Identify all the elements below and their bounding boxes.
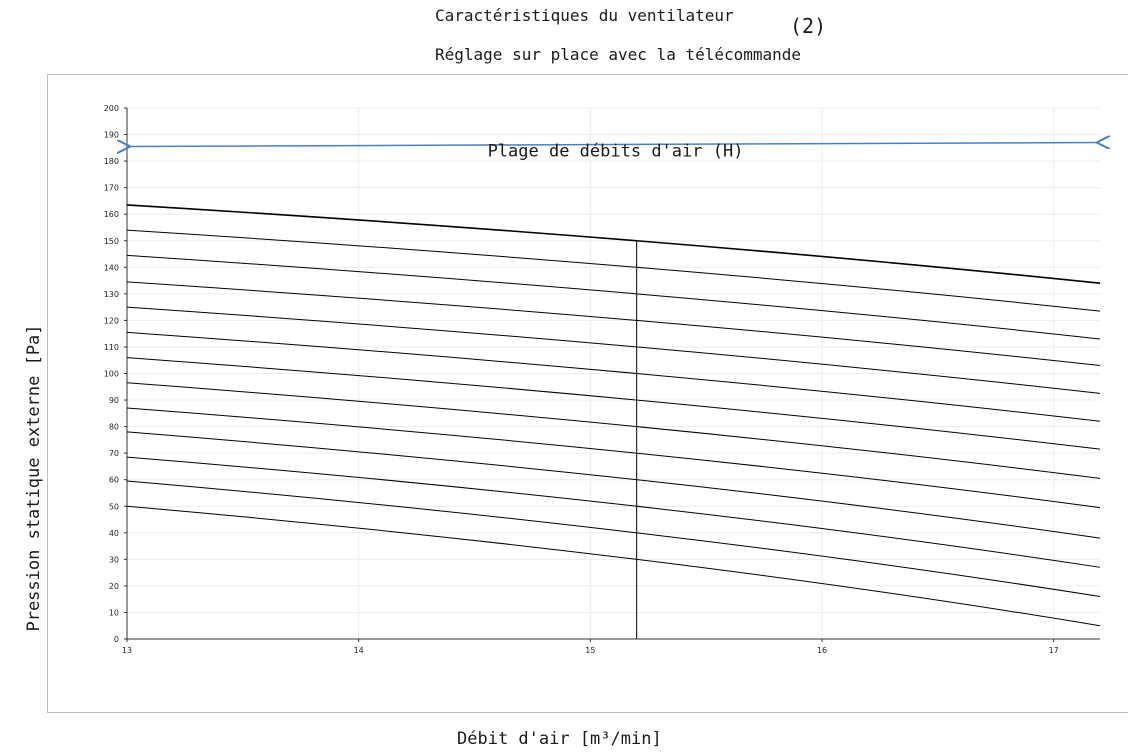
y-tick-label: 90	[109, 396, 119, 405]
x-tick-label: 15	[585, 646, 595, 655]
range-arrow	[129, 143, 1098, 147]
y-tick-label: 40	[109, 529, 119, 538]
y-tick-label: 50	[109, 502, 119, 511]
x-tick-label: 16	[817, 646, 827, 655]
y-tick-label: 10	[109, 608, 119, 617]
fan-curve-series-11	[126, 456, 1101, 568]
range-label: Plage de débits d'air (H)	[488, 142, 744, 162]
fan-curve-series-12	[126, 480, 1101, 598]
grid-lines	[126, 107, 1100, 640]
axes	[124, 107, 1100, 642]
y-tick-label: 180	[104, 157, 119, 166]
fan-curves	[126, 204, 1101, 627]
x-tick-label: 14	[354, 646, 364, 655]
y-tick-label: 140	[104, 263, 119, 272]
y-tick-label: 160	[104, 210, 119, 219]
y-tick-label: 0	[114, 635, 119, 644]
y-tick-label: 120	[104, 316, 119, 325]
x-axis-label: Débit d'air [m³/min]	[457, 729, 662, 749]
y-tick-label: 200	[104, 104, 119, 113]
y-tick-label: 170	[104, 184, 119, 193]
fan-curve-series-13	[126, 505, 1101, 627]
y-tick-label: 150	[104, 237, 119, 246]
y-tick-label: 110	[104, 343, 119, 352]
fan-curve-series-10	[126, 431, 1101, 539]
fan-curve-series-6	[126, 331, 1101, 422]
y-tick-label: 130	[104, 290, 119, 299]
fan-curve-series-2	[126, 229, 1101, 312]
y-tick-label: 20	[109, 582, 119, 591]
y-tick-label: 30	[109, 555, 119, 564]
range-annotation: Plage de débits d'air (H)	[129, 142, 1098, 162]
x-tick-label: 13	[122, 646, 132, 655]
y-tick-label: 100	[104, 370, 119, 379]
fan-curve-series-1	[126, 204, 1101, 285]
chart-title-overlay: (2)	[790, 14, 827, 38]
chart-title-line1: Caractéristiques du ventilateur	[435, 6, 734, 25]
plot-frame	[47, 74, 1128, 713]
y-tick-label: 70	[109, 449, 119, 458]
x-tick-label: 17	[1049, 646, 1059, 655]
y-tick-label: 60	[109, 476, 119, 485]
y-axis-label: Pression statique externe [Pa]	[24, 324, 44, 632]
y-tick-label: 80	[109, 423, 119, 432]
tick-labels: 0 10 20 30 40 50 60 70 80 90 100 110 120 130 140 150 160…	[104, 104, 1059, 655]
y-tick-label: 190	[104, 131, 119, 140]
fan-curve-series-9	[126, 407, 1101, 509]
chart-title-line2: Réglage sur place avec la télécommande	[435, 45, 802, 64]
fan-curve-series-8	[126, 382, 1101, 479]
